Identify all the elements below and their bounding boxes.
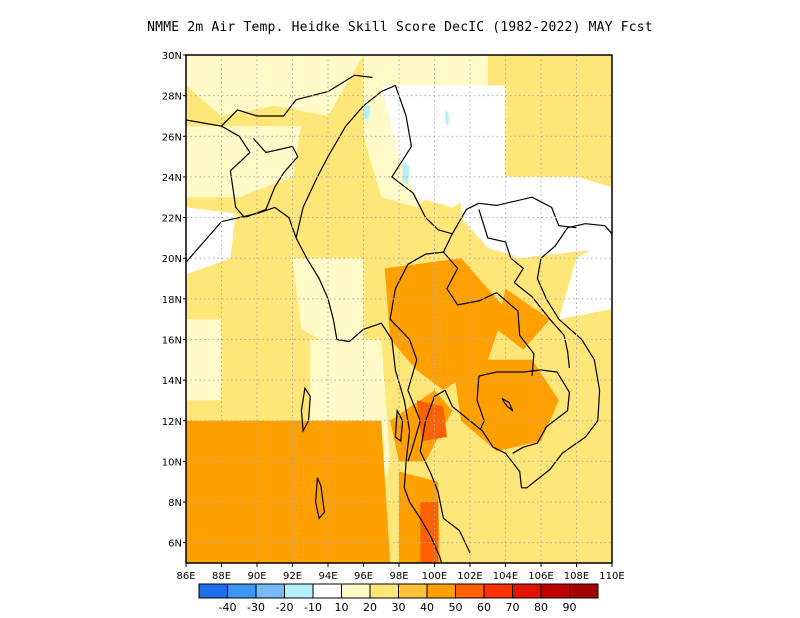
lat-tick-label: 18N (162, 295, 182, 306)
lat-tick-label: 20N (162, 254, 182, 265)
lon-tick-label: 96E (354, 571, 373, 582)
lon-tick-label: 108E (564, 571, 589, 582)
colorbar-label: 80 (534, 601, 548, 614)
colorbar-swatch (312, 583, 342, 599)
orange-thailand-11 (384, 258, 506, 391)
colorbar-label: 10 (335, 601, 349, 614)
white-vietnam-east-6 (558, 237, 612, 320)
colorbar-label: 20 (363, 601, 377, 614)
colorbar-swatch (512, 583, 542, 599)
colorbar-label: 70 (506, 601, 520, 614)
light-yunnan-2 (186, 55, 364, 116)
longitude-tick-labels: 86E 88E 90E 92E 94E 96E 98E 100E 102E 104E 106E 108… (176, 563, 625, 582)
blue-tibet-spot-19 (363, 105, 371, 120)
white-vietnam-east-5 (514, 176, 612, 259)
lat-tick-label: 14N (162, 376, 182, 387)
coastline-bay-of-bengal (186, 206, 443, 563)
lon-tick-label: 104E (493, 571, 518, 582)
latitude-tick-labels: 6N 8N 10N 12N 14N 16N 18N 20N 22N 24N 26N 28N 30N (162, 51, 186, 550)
lat-tick-label: 30N (162, 51, 182, 62)
colorbar-label: -20 (276, 601, 294, 614)
lon-tick-label: 90E (247, 571, 266, 582)
colorbar-swatch (540, 583, 570, 599)
blue-yunnan-spot-20 (402, 160, 410, 185)
lon-tick-label: 88E (212, 571, 231, 582)
border-cambodia (478, 369, 571, 454)
colorbar-swatch (198, 583, 228, 599)
border-nepal-bhutan (186, 74, 373, 127)
colorbar-label: 60 (477, 601, 491, 614)
lon-tick-label: 86E (176, 571, 195, 582)
orange-thailand-14 (186, 420, 391, 563)
border-laos-vietnam (478, 209, 570, 368)
colorbar-swatch (341, 583, 371, 599)
coastlines-and-borders (186, 74, 612, 563)
colorbar-label: 50 (449, 601, 463, 614)
colorbar-swatch (227, 583, 257, 599)
lon-tick-label: 98E (389, 571, 408, 582)
border-cambodia-thailand (476, 376, 485, 430)
border-laos-thailand (442, 251, 535, 377)
lat-tick-label: 8N (168, 498, 182, 509)
lon-tick-label: 110E (599, 571, 624, 582)
light-myanmar-west-8 (186, 126, 302, 198)
nicobar-islands (314, 477, 326, 520)
lat-tick-label: 24N (162, 173, 182, 184)
colorbar-swatch (426, 583, 456, 599)
colorbar-label: -10 (304, 601, 322, 614)
colorbar-label: 30 (392, 601, 406, 614)
colorbar-swatch (369, 583, 399, 599)
colorbar-swatch (398, 583, 428, 599)
lat-tick-label: 22N (162, 214, 182, 225)
border-myanmar-west (295, 84, 396, 239)
colorbar (198, 583, 599, 599)
colorbar-label: -30 (247, 601, 265, 614)
border-china-laos (451, 196, 577, 235)
chart-title: NMME 2m Air Temp. Heidke Skill Score Dec… (147, 20, 653, 35)
colorbar-swatch (255, 583, 285, 599)
lat-tick-label: 28N (162, 92, 182, 103)
colorbar-swatch (455, 583, 485, 599)
lon-tick-label: 100E (422, 571, 447, 582)
colorbar-swatch (569, 583, 599, 599)
lat-tick-label: 6N (168, 539, 182, 550)
lon-tick-label: 102E (457, 571, 482, 582)
coastline-gulf-of-thailand (419, 223, 612, 554)
colorbar-swatch (284, 583, 314, 599)
lat-tick-label: 26N (162, 132, 182, 143)
lat-tick-label: 10N (162, 457, 182, 468)
colorbar-label: 40 (420, 601, 434, 614)
colorbar-labels: -40 -30 -20 -10 10 20 30 40 50 60 70 80 90 (219, 601, 577, 614)
mergui-archipelago (394, 408, 404, 443)
border-myanmar-east (389, 85, 453, 462)
colorbar-label: 90 (563, 601, 577, 614)
light-yunnan-10 (186, 319, 222, 401)
colorbar-label: -40 (219, 601, 237, 614)
colorbar-swatch (483, 583, 513, 599)
tonle-sap (501, 397, 514, 412)
lon-tick-label: 94E (318, 571, 337, 582)
map-area (185, 54, 613, 564)
lon-tick-label: 106E (528, 571, 553, 582)
lon-tick-label: 92E (283, 571, 302, 582)
andaman-islands (300, 386, 311, 433)
blue-tibet-spot-21 (445, 109, 449, 127)
lat-tick-label: 16N (162, 335, 182, 346)
lat-tick-label: 12N (162, 417, 182, 428)
